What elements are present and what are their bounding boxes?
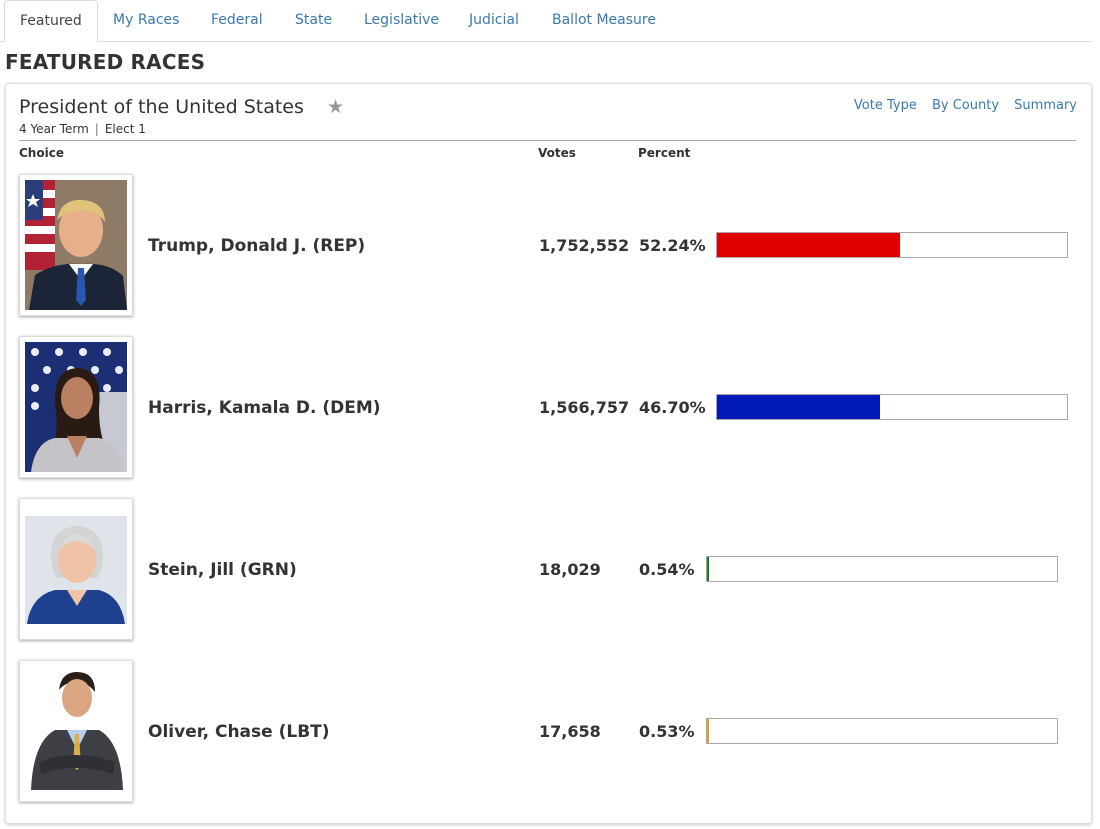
summary-link[interactable]: Summary [1014, 98, 1077, 113]
oliver-portrait-image [25, 666, 127, 796]
vote-share-fill [717, 395, 881, 419]
tab-ballot-measure[interactable]: Ballot Measure [552, 12, 656, 28]
candidate-votes: 18,029 [539, 560, 601, 579]
section-title: FEATURED RACES [5, 50, 206, 74]
column-header-choice: Choice [19, 146, 64, 160]
candidate-row: Trump, Donald J. (REP) 1,752,552 52.24% [19, 174, 1079, 320]
candidate-name: Trump, Donald J. (REP) [148, 236, 366, 256]
race-subtitle: 4 Year Term | Elect 1 [19, 122, 146, 136]
tab-state[interactable]: State [295, 12, 333, 28]
vote-share-bar [716, 394, 1068, 420]
candidate-votes: 17,658 [539, 722, 601, 741]
by-county-link[interactable]: By County [931, 98, 1000, 113]
vote-share-bar [706, 556, 1058, 582]
tab-my-races[interactable]: My Races [113, 12, 180, 28]
candidate-row: Oliver, Chase (LBT) 17,658 0.53% [19, 660, 1079, 806]
candidate-name: Harris, Kamala D. (DEM) [148, 398, 381, 418]
race-card: President of the United States ★ 4 Year … [5, 83, 1092, 824]
candidate-percent: 0.54% [639, 560, 695, 579]
column-header-percent: Percent [638, 146, 691, 160]
trump-portrait-image [25, 180, 127, 310]
vote-share-fill [707, 557, 710, 581]
race-category-tabs: Featured My Races Federal State Legislat… [0, 0, 1092, 42]
tab-federal[interactable]: Federal [211, 12, 263, 28]
vote-share-bar [706, 718, 1058, 744]
race-elect: Elect 1 [104, 122, 146, 136]
vote-share-fill [717, 233, 900, 257]
vote-share-fill [707, 719, 710, 743]
candidate-votes: 1,566,757 [539, 398, 630, 417]
tab-featured[interactable]: Featured [4, 0, 98, 42]
race-term: 4 Year Term [19, 122, 89, 136]
candidate-photo [19, 660, 133, 802]
race-subtitle-separator: | [94, 122, 99, 136]
candidate-photo [19, 498, 133, 640]
candidate-row: Harris, Kamala D. (DEM) 1,566,757 46.70% [19, 336, 1079, 482]
harris-portrait-image [25, 342, 127, 472]
candidate-photo [19, 336, 133, 478]
vote-share-bar [716, 232, 1068, 258]
stein-portrait-image [25, 504, 127, 634]
candidate-name: Stein, Jill (GRN) [148, 560, 297, 580]
candidate-row: Stein, Jill (GRN) 18,029 0.54% [19, 498, 1079, 644]
header-divider [19, 140, 1076, 141]
candidate-percent: 0.53% [639, 722, 695, 741]
candidate-percent: 46.70% [639, 398, 706, 417]
tab-legislative[interactable]: Legislative [364, 12, 439, 28]
star-icon[interactable]: ★ [327, 96, 345, 118]
candidate-votes: 1,752,552 [539, 236, 630, 255]
tab-judicial[interactable]: Judicial [469, 12, 519, 28]
column-header-votes: Votes [538, 146, 576, 160]
race-view-links: Vote Type By County Summary [843, 98, 1077, 113]
candidate-photo [19, 174, 133, 316]
candidate-percent: 52.24% [639, 236, 706, 255]
vote-type-link[interactable]: Vote Type [853, 98, 917, 113]
candidate-name: Oliver, Chase (LBT) [148, 722, 330, 742]
race-title[interactable]: President of the United States [19, 96, 304, 118]
